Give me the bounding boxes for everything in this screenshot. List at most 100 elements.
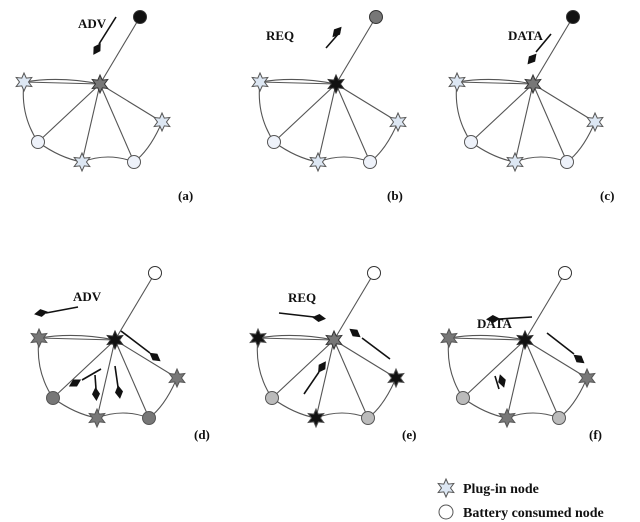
edge (259, 78, 337, 85)
message-arrow-head (312, 314, 326, 322)
message-arrow (361, 337, 391, 360)
message-arrow-head (92, 387, 100, 401)
plugin-node (448, 71, 466, 93)
message-label: ADV (73, 289, 102, 304)
battery-node (46, 391, 60, 405)
edge (532, 83, 596, 123)
plugin-node (440, 327, 458, 349)
panel-b: REQ (b) (251, 10, 407, 203)
plugin-node (307, 407, 325, 429)
plugin-node (30, 327, 48, 349)
message-arrow-head (332, 26, 342, 38)
battery-node (127, 155, 141, 169)
panel-caption: (a) (178, 188, 193, 203)
hub-node (524, 73, 542, 95)
perimeter-edge (22, 81, 163, 163)
plugin-node (586, 111, 604, 133)
edge (456, 78, 534, 85)
edge (96, 339, 116, 419)
edge (317, 83, 337, 163)
legend: Plug-in node Battery consumed node (437, 477, 604, 521)
hub-node (325, 329, 343, 351)
hub-node (91, 73, 109, 95)
panel-caption: (f) (589, 427, 602, 442)
perimeter-edge (256, 337, 397, 419)
battery-node (267, 135, 281, 149)
message-arrow (278, 312, 315, 318)
edge (315, 339, 335, 419)
message-arrow-head (149, 352, 161, 362)
plugin-node (387, 367, 405, 389)
panel-caption: (e) (402, 427, 416, 442)
message-arrow-head (115, 385, 123, 399)
legend-battery-circle-icon (438, 504, 454, 520)
edge (23, 81, 101, 85)
edge (259, 81, 337, 85)
message-arrow (81, 368, 102, 381)
battery-node (363, 155, 377, 169)
plugin-node (73, 151, 91, 173)
edge (99, 83, 163, 123)
message-label: DATA (508, 28, 544, 43)
edge (335, 83, 371, 163)
edge (335, 16, 377, 85)
battery-node (552, 411, 566, 425)
edge (335, 83, 399, 123)
edge (99, 83, 135, 163)
edge (271, 339, 335, 399)
message-label: REQ (288, 290, 316, 305)
message-arrow-head (498, 374, 506, 388)
plugin-node (88, 407, 106, 429)
root-node (367, 266, 381, 280)
plugin-node (249, 327, 267, 349)
edge (81, 83, 101, 163)
message-arrow (535, 33, 552, 53)
edge (273, 83, 337, 143)
root-node (133, 10, 147, 24)
legend-battery-label: Battery consumed node (463, 506, 604, 521)
edge (23, 78, 101, 85)
plugin-node (506, 151, 524, 173)
message-arrow (494, 375, 500, 390)
edge (257, 334, 335, 341)
panel-a: ADV (a) (15, 10, 193, 203)
edge (114, 339, 150, 419)
edge (524, 339, 588, 379)
perimeter-edge (37, 337, 178, 419)
root-node (148, 266, 162, 280)
battery-node (456, 391, 470, 405)
plugin-node (578, 367, 596, 389)
message-label: REQ (266, 28, 294, 43)
message-arrow (303, 371, 320, 395)
message-arrow (94, 374, 97, 390)
hub-node (327, 73, 345, 95)
message-arrow-head (349, 328, 361, 338)
plugin-node (498, 407, 516, 429)
panel-d: ADV (d) (30, 266, 210, 442)
panel-caption: (b) (387, 188, 403, 203)
message-arrow (114, 365, 119, 388)
edge (38, 337, 116, 341)
edge (257, 337, 335, 341)
plugin-node (168, 367, 186, 389)
edge (114, 339, 178, 379)
perimeter-edge (258, 81, 399, 163)
edge (470, 83, 534, 143)
hub-node (516, 329, 534, 351)
plugin-node (153, 111, 171, 133)
edge (52, 339, 116, 399)
edge (114, 272, 156, 341)
battery-node (464, 135, 478, 149)
message-label: ADV (78, 16, 107, 31)
plugin-node (309, 151, 327, 173)
edge (333, 339, 397, 379)
message-arrow-head (527, 53, 537, 65)
battery-node (361, 411, 375, 425)
edge (532, 16, 574, 85)
panel-c: DATA (c) (448, 10, 614, 203)
root-node (558, 266, 572, 280)
edge (524, 339, 560, 419)
edge (448, 337, 526, 341)
message-arrow (45, 306, 79, 314)
